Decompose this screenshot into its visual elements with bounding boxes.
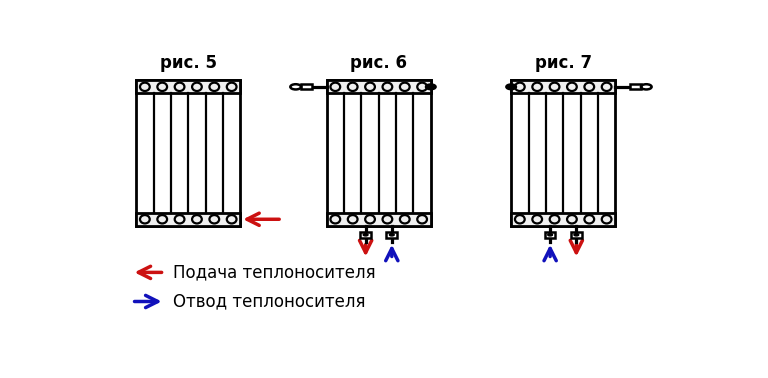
Bar	[326, 80, 431, 93]
Ellipse shape	[174, 83, 184, 91]
Circle shape	[506, 85, 516, 89]
Ellipse shape	[365, 215, 375, 223]
Bar	[571, 232, 581, 238]
Ellipse shape	[227, 83, 237, 91]
Ellipse shape	[515, 215, 525, 223]
Bar	[136, 213, 240, 226]
Ellipse shape	[417, 215, 427, 223]
Ellipse shape	[174, 215, 184, 223]
Ellipse shape	[210, 83, 219, 91]
Bar	[511, 80, 615, 93]
Ellipse shape	[210, 215, 219, 223]
Ellipse shape	[584, 215, 594, 223]
Text: рис. 7: рис. 7	[535, 54, 592, 72]
Bar	[545, 232, 555, 238]
Ellipse shape	[348, 83, 358, 91]
Ellipse shape	[382, 215, 392, 223]
Ellipse shape	[567, 83, 577, 91]
Bar	[631, 84, 641, 90]
Bar	[301, 84, 312, 90]
Ellipse shape	[602, 83, 611, 91]
Ellipse shape	[140, 83, 150, 91]
Text: Подача теплоносителя: Подача теплоносителя	[174, 263, 376, 281]
Ellipse shape	[400, 83, 409, 91]
Ellipse shape	[330, 215, 340, 223]
Ellipse shape	[567, 215, 577, 223]
Bar	[511, 213, 615, 226]
Ellipse shape	[157, 215, 167, 223]
Ellipse shape	[532, 215, 542, 223]
Ellipse shape	[417, 83, 427, 91]
Circle shape	[574, 234, 579, 236]
Ellipse shape	[584, 83, 594, 91]
Ellipse shape	[602, 215, 611, 223]
Text: Отвод теплоносителя: Отвод теплоносителя	[174, 293, 366, 310]
Bar	[136, 80, 240, 226]
Circle shape	[426, 85, 435, 89]
Ellipse shape	[382, 83, 392, 91]
Ellipse shape	[365, 83, 375, 91]
Ellipse shape	[157, 83, 167, 91]
Ellipse shape	[400, 215, 409, 223]
Text: рис. 6: рис. 6	[350, 54, 407, 72]
Ellipse shape	[348, 215, 358, 223]
Bar	[326, 213, 431, 226]
Ellipse shape	[140, 215, 150, 223]
Circle shape	[389, 234, 394, 236]
Circle shape	[363, 234, 368, 236]
Ellipse shape	[550, 215, 559, 223]
Ellipse shape	[192, 83, 202, 91]
Bar	[511, 80, 615, 226]
Ellipse shape	[330, 83, 340, 91]
Ellipse shape	[227, 215, 237, 223]
Ellipse shape	[515, 83, 525, 91]
Bar	[386, 232, 397, 238]
Text: рис. 5: рис. 5	[160, 54, 217, 72]
Ellipse shape	[532, 83, 542, 91]
Bar	[326, 80, 431, 226]
Ellipse shape	[550, 83, 559, 91]
Bar	[136, 80, 240, 93]
Ellipse shape	[192, 215, 202, 223]
Bar	[360, 232, 371, 238]
Circle shape	[548, 234, 552, 236]
